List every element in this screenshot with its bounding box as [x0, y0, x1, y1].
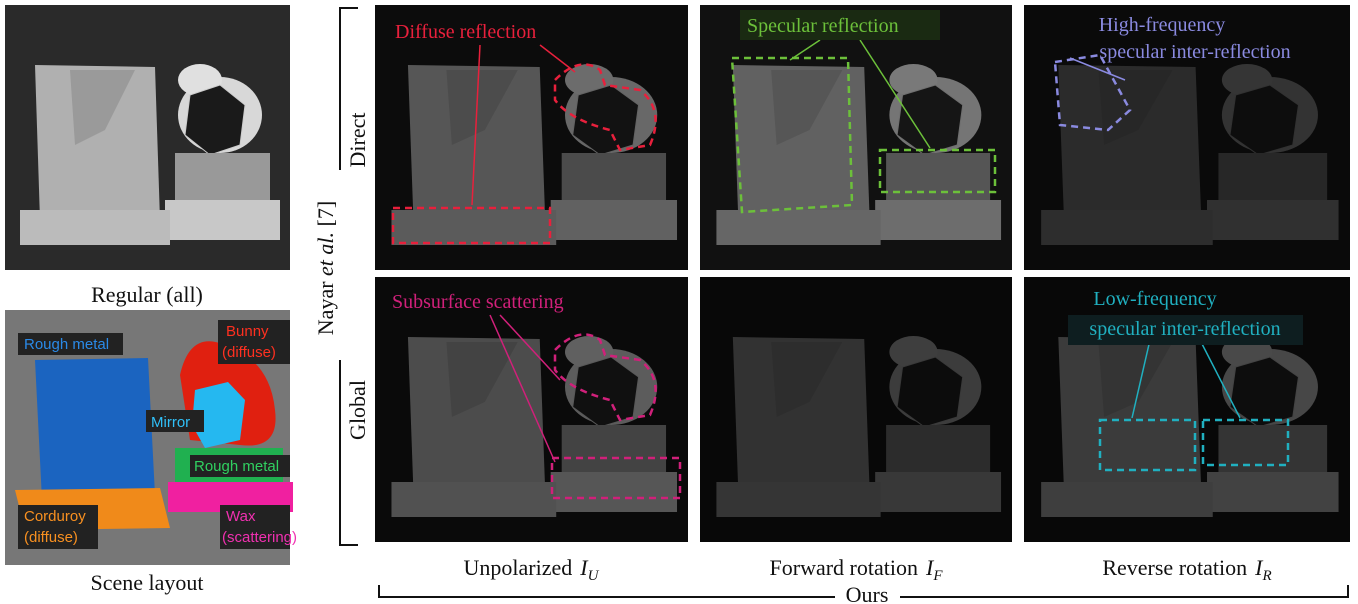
- method-part: [7]: [313, 201, 338, 227]
- layout-label: Wax: [226, 508, 256, 525]
- column-subscript: R: [1261, 568, 1271, 584]
- caption: Regular (all): [91, 282, 203, 307]
- layout-label: Bunny: [226, 323, 269, 340]
- column-text: Forward rotation: [770, 555, 918, 580]
- row-label: Direct: [345, 113, 370, 168]
- annotation: High-frequency: [1099, 14, 1226, 36]
- figure: Regular (all) Rough metal Bunny (diffuse…: [0, 0, 1358, 604]
- layout-label: (diffuse): [24, 529, 78, 546]
- method-label: Nayar et al. [7]: [313, 201, 338, 335]
- annotation: Subsurface scattering: [392, 291, 564, 313]
- layout-label: Rough metal: [194, 458, 279, 475]
- annotation: specular inter-reflection: [1099, 41, 1290, 63]
- annotation: Low-frequency: [1093, 288, 1216, 310]
- method-part: et al.: [313, 232, 338, 276]
- caption: Scene layout: [90, 570, 203, 595]
- column-text: Unpolarized: [464, 555, 573, 580]
- layout-label: (diffuse): [222, 344, 276, 361]
- photo-scene: [20, 64, 280, 245]
- column-text: Reverse rotation: [1102, 555, 1247, 580]
- image-grid: [375, 5, 1350, 542]
- layout-label: (scattering): [222, 529, 297, 546]
- row-label: Global: [345, 380, 370, 440]
- layout-label: Rough metal: [24, 336, 109, 353]
- column-subscript: F: [932, 568, 943, 584]
- annotation: Diffuse reflection: [395, 21, 536, 43]
- column-subscript: U: [588, 568, 600, 584]
- annotation: Specular reflection: [747, 15, 899, 37]
- annotation: specular inter-reflection: [1089, 318, 1280, 340]
- bracket-label: Ours: [846, 582, 889, 604]
- method-part: Nayar: [313, 281, 338, 335]
- layout-label: Mirror: [151, 414, 190, 431]
- layout-label: Corduroy: [24, 508, 86, 525]
